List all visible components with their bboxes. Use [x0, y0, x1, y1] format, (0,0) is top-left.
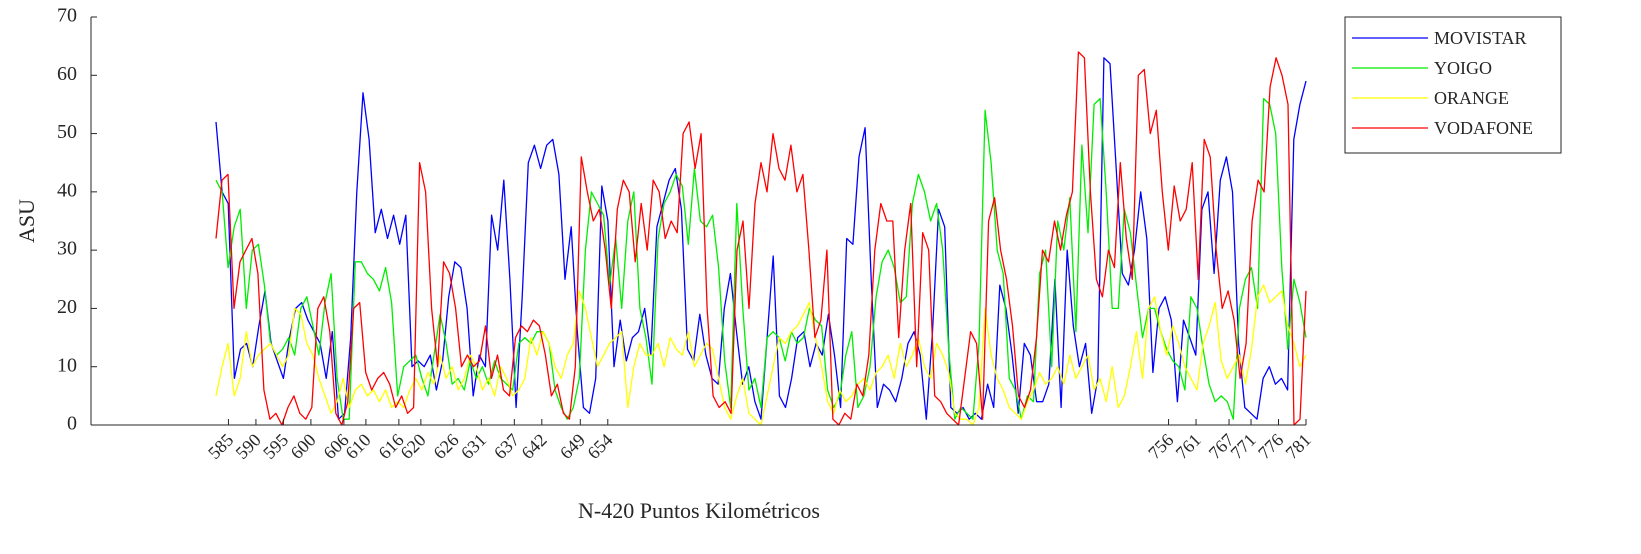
legend-items: MOVISTAR YOIGO ORANGE VODAFONE [1352, 28, 1533, 138]
x-tick-label: 626 [429, 430, 462, 463]
series-layer [215, 51, 1307, 426]
x-tick-label: 756 [1144, 430, 1177, 463]
y-tick-label: 30 [57, 238, 77, 260]
y-tick-label: 50 [57, 121, 77, 143]
x-tick-label: 631 [457, 430, 490, 463]
y-tick-label: 10 [57, 354, 77, 376]
axes [90, 17, 1306, 426]
x-tick-label: 585 [204, 430, 237, 463]
x-tick-label: 776 [1254, 430, 1287, 463]
x-tick-label: 590 [232, 430, 265, 463]
x-tick-label: 642 [517, 430, 550, 463]
x-tick-label: 649 [556, 430, 589, 463]
y-tick-label: 0 [67, 413, 77, 435]
legend-box [1344, 16, 1562, 154]
series-line-movistar [215, 57, 1307, 420]
y-tick-label: 20 [57, 296, 77, 318]
x-tick-label: 761 [1172, 430, 1205, 463]
x-tick-label: 637 [490, 430, 523, 463]
y-tick-label: 70 [57, 5, 77, 27]
legend: MOVISTAR YOIGO ORANGE VODAFONE [1344, 16, 1562, 154]
x-axis-title: N-420 Puntos Kilométricos [578, 498, 820, 523]
x-tick-label: 620 [396, 430, 429, 463]
x-tick-label: 600 [287, 430, 320, 463]
x-tick-label: 654 [583, 430, 616, 463]
legend-label-orange: ORANGE [1434, 88, 1509, 108]
y-tick-label: 60 [57, 63, 77, 85]
x-tick-label: 771 [1227, 430, 1260, 463]
y-axis-title: ASU [14, 199, 39, 243]
y-ticks: 0 10 20 30 40 50 60 70 [57, 5, 97, 435]
x-tick-label: 595 [259, 430, 292, 463]
y-tick-label: 40 [57, 179, 77, 201]
series-line-vodafone [215, 51, 1307, 426]
legend-label-movistar: MOVISTAR [1434, 28, 1527, 48]
x-tick-label: 781 [1282, 430, 1315, 463]
x-tick-label: 610 [341, 430, 374, 463]
legend-label-yoigo: YOIGO [1434, 58, 1492, 78]
legend-label-vodafone: VODAFONE [1434, 118, 1533, 138]
